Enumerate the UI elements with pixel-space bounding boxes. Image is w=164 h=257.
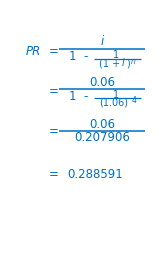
- Text: 4: 4: [132, 96, 137, 105]
- Text: 1  -: 1 -: [69, 50, 88, 63]
- Text: 0.06: 0.06: [89, 118, 115, 131]
- Text: 1: 1: [113, 90, 120, 100]
- Text: i: i: [100, 35, 103, 48]
- Text: =: =: [49, 125, 58, 138]
- Text: n: n: [131, 57, 136, 66]
- Text: ): ): [126, 58, 130, 68]
- Text: =: =: [49, 45, 58, 58]
- Text: 1  -: 1 -: [69, 90, 88, 103]
- Text: 0.06: 0.06: [89, 76, 115, 89]
- Text: =: =: [49, 85, 58, 98]
- Text: i: i: [121, 58, 124, 68]
- Text: 1: 1: [113, 50, 120, 60]
- Text: 0.207906: 0.207906: [74, 131, 130, 144]
- Text: =: =: [49, 168, 58, 181]
- Text: (1 +: (1 +: [99, 58, 123, 68]
- Text: PR: PR: [26, 45, 41, 58]
- Text: (1.06): (1.06): [99, 98, 128, 108]
- Text: 0.288591: 0.288591: [68, 168, 123, 181]
